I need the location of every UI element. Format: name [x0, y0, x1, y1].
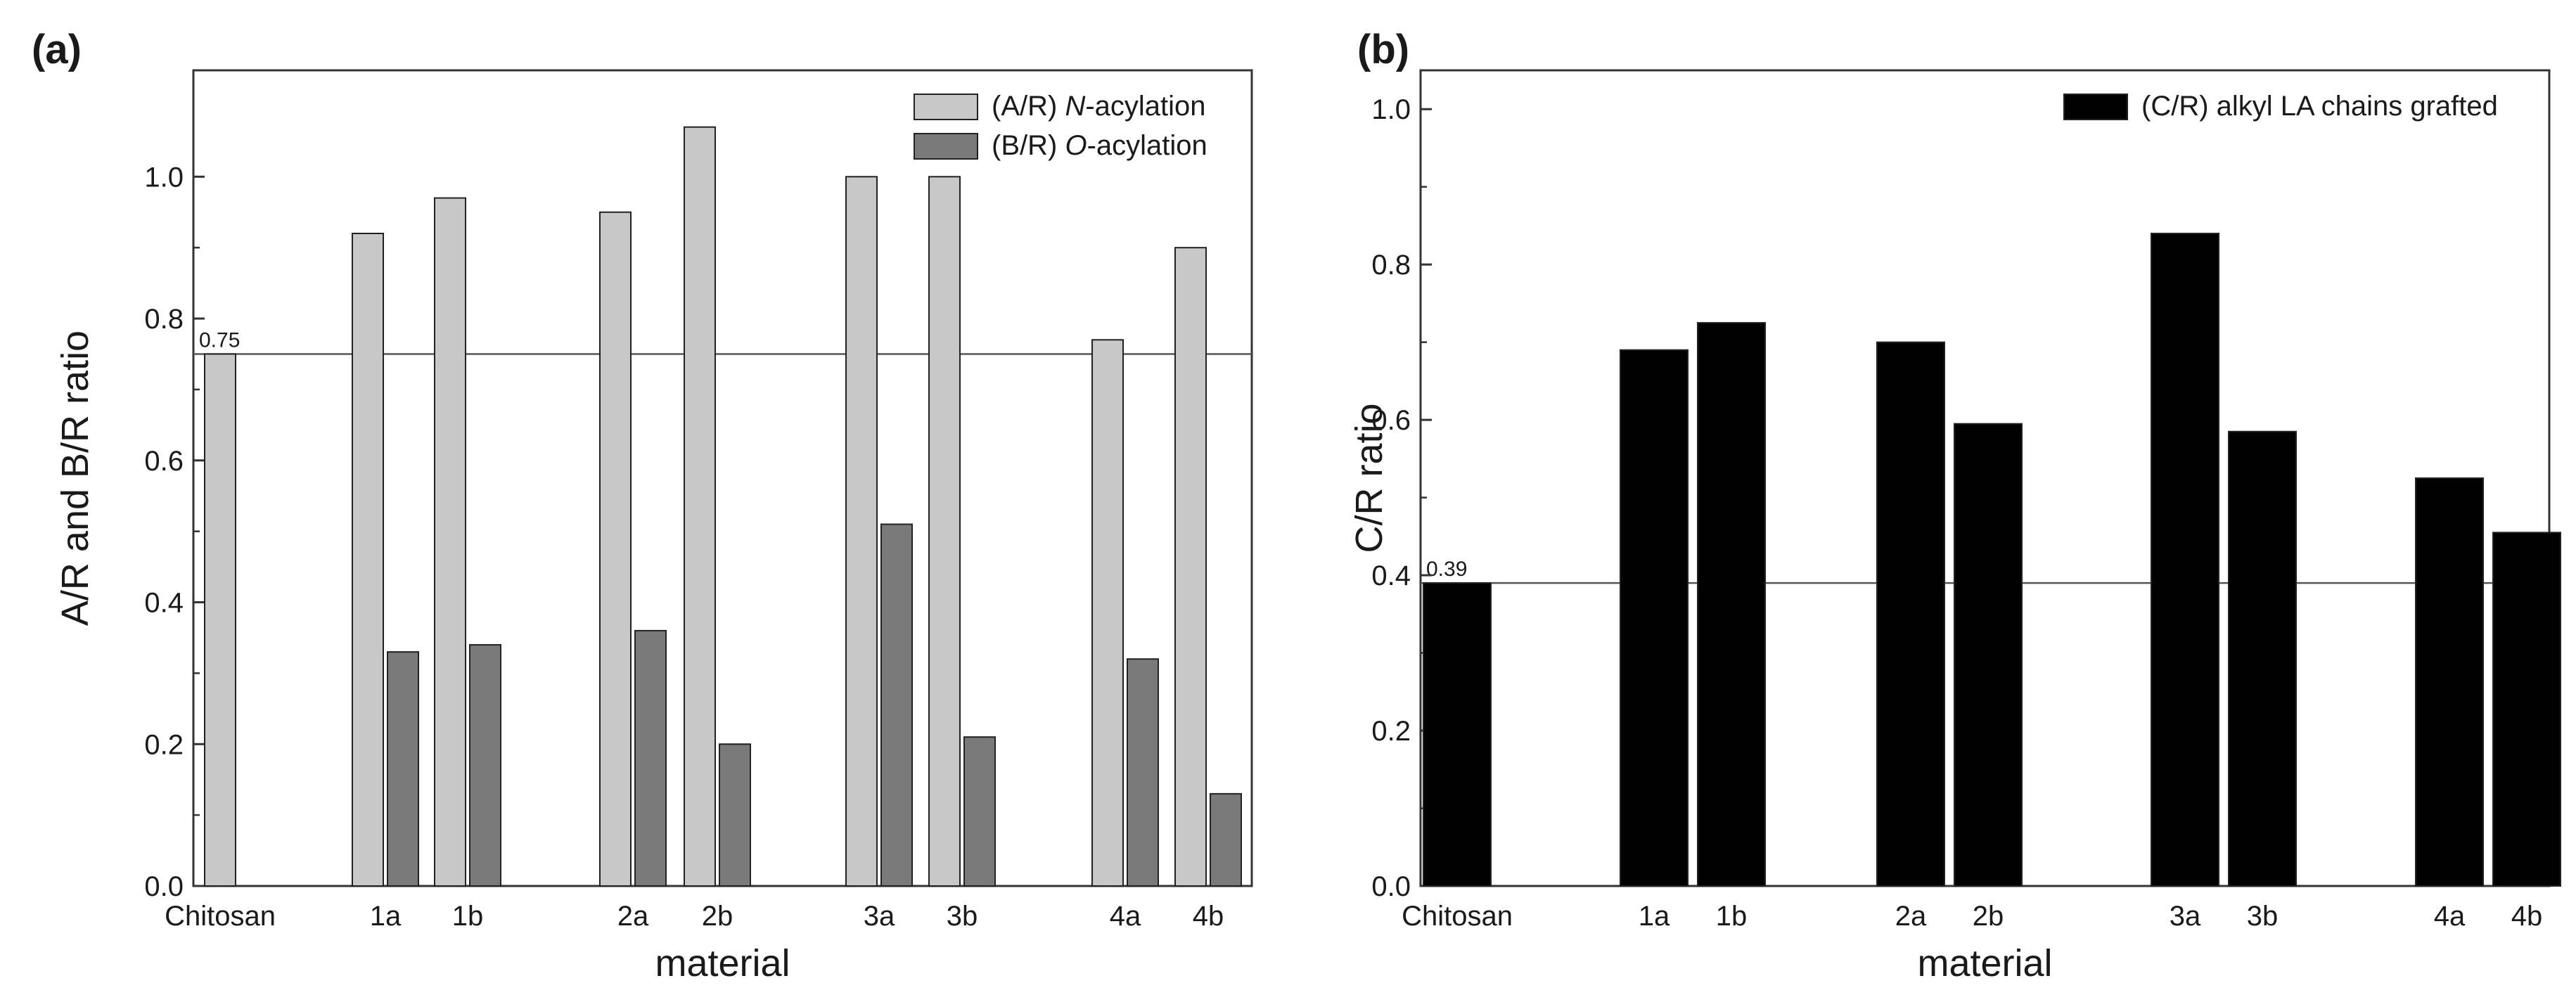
x-tick-label-2a: 2a [617, 901, 649, 932]
x-tick-label-1a: 1a [370, 901, 402, 932]
bar-3b-s1 [928, 176, 961, 887]
legend: (C/R) alkyl LA chains grafted [2063, 91, 2498, 122]
x-tick-label-1a: 1a [1639, 901, 1670, 932]
x-tick-label-chitosan: Chitosan [165, 901, 276, 932]
bar-4b-s1 [1174, 247, 1207, 887]
y-tick-label: 0.6 [144, 446, 184, 477]
bar-1b-s1 [1697, 322, 1766, 887]
panel-label: (a) [32, 27, 82, 72]
x-axis-title: material [655, 942, 790, 984]
bar-2a-s2 [634, 629, 667, 887]
bar-4a-s1 [2415, 477, 2484, 887]
bar-chitosan-s1 [204, 353, 236, 887]
legend-label: (C/R) alkyl LA chains grafted [2141, 91, 2498, 122]
y-tick-label: 0.2 [144, 729, 184, 760]
x-tick-label-2b: 2b [702, 901, 733, 932]
y-tick-label: 0.2 [1371, 716, 1411, 747]
legend-swatch [914, 94, 978, 120]
reference-line-label: 0.75 [199, 328, 240, 352]
legend-label-italic: O [1065, 130, 1087, 161]
y-tick-label: 0.0 [1371, 871, 1411, 902]
bar-2b-s1 [684, 126, 716, 887]
legend-label-suffix: -acylation [1087, 130, 1207, 161]
bar-1a-s2 [387, 651, 419, 887]
y-tick-label: 0.4 [1371, 560, 1411, 591]
bar-chitosan-s1 [1423, 582, 1492, 887]
x-tick-label-4a: 4a [2434, 901, 2466, 932]
legend-label-prefix: (B/R) [992, 130, 1065, 161]
legend-label-italic: N [1065, 91, 1085, 122]
legend-label-suffix: -acylation [1085, 91, 1205, 122]
bar-3b-s2 [963, 736, 996, 887]
y-tick-label: 1.0 [144, 162, 184, 193]
y-axis-title: A/R and B/R ratio [54, 330, 96, 626]
x-axis-title: material [1917, 942, 2052, 984]
x-tick-label-chitosan: Chitosan [1402, 901, 1513, 932]
x-tick-label-4b: 4b [2511, 901, 2543, 932]
legend-label: (B/R) O-acylation [992, 130, 1207, 161]
bar-1b-s2 [469, 644, 501, 887]
y-axis-title: C/R ratio [1348, 403, 1390, 553]
x-tick-label-3a: 3a [864, 901, 895, 932]
reference-line-label: 0.39 [1426, 558, 1467, 581]
bar-4a-s2 [1127, 658, 1159, 887]
chart-panel-a: (a) 0.75 0.0 0.2 0.4 0.6 0.8 1.0 Chitosan 1a 1b 2a 2… [32, 27, 1253, 984]
x-tick-label-2b: 2b [1973, 901, 2004, 932]
x-tick-label-3b: 3b [2247, 901, 2279, 932]
x-tick-label-4a: 4a [1110, 901, 1141, 932]
chart-panel-b: (b) 0.39 0.0 0.2 0.4 0.6 0.8 1.0 Chitosan 1a 1b 2a 2… [1348, 27, 2561, 984]
bar-2b-s1 [1954, 423, 2023, 887]
legend-swatch [2063, 94, 2128, 120]
legend: (A/R) N-acylation(B/R) O-acylation [914, 91, 1207, 161]
bar-1a-s1 [1620, 349, 1689, 887]
bar-2a-s1 [1876, 341, 1945, 887]
bar-4b-s2 [1210, 792, 1242, 887]
x-tick-label-2a: 2a [1895, 901, 1927, 932]
y-tick-label: 1.0 [1371, 94, 1411, 125]
bar-2a-s1 [599, 211, 632, 887]
bar-3b-s1 [2228, 430, 2297, 887]
x-tick-label-4b: 4b [1193, 901, 1224, 932]
y-tick-label: 0.6 [1371, 405, 1411, 436]
bar-3a-s1 [845, 176, 878, 887]
y-tick-label: 0.4 [144, 588, 184, 619]
x-tick-label-1b: 1b [1716, 901, 1748, 932]
y-tick-label: 0.8 [1371, 250, 1411, 281]
y-tick-label: 0.0 [144, 871, 184, 902]
bar-1a-s1 [352, 233, 384, 887]
bar-4a-s1 [1091, 339, 1124, 887]
bar-4b-s1 [2492, 532, 2561, 887]
x-tick-label-1b: 1b [452, 901, 484, 932]
legend-label: (A/R) N-acylation [992, 91, 1206, 122]
legend-label-prefix: (A/R) [992, 91, 1065, 122]
bar-1b-s1 [434, 197, 466, 887]
legend-swatch [914, 133, 978, 160]
bar-2b-s2 [719, 743, 751, 887]
x-tick-label-3a: 3a [2170, 901, 2201, 932]
bar-3a-s1 [2151, 233, 2219, 887]
y-tick-label: 0.8 [144, 304, 184, 335]
legend-label-prefix: (C/R) alkyl LA chains grafted [2141, 91, 2498, 122]
bar-3a-s2 [880, 523, 913, 887]
x-tick-label-3b: 3b [947, 901, 978, 932]
panel-label: (b) [1357, 27, 1409, 72]
